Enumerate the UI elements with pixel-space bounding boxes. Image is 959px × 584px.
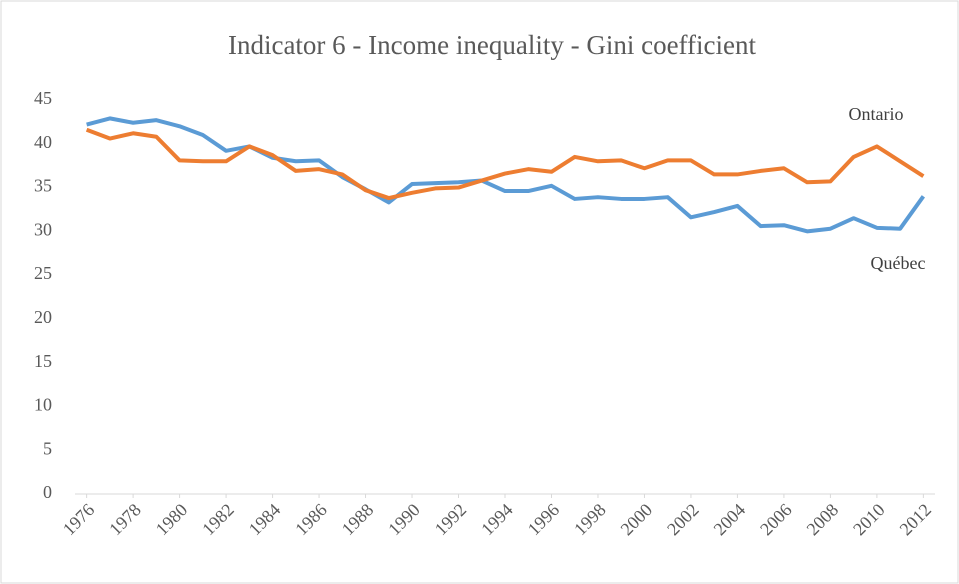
- y-tick-label: 5: [43, 438, 52, 458]
- y-tick-label: 15: [34, 351, 52, 371]
- y-tick-label: 40: [34, 132, 52, 152]
- y-tick-label: 0: [43, 482, 52, 502]
- y-tick-label: 30: [34, 219, 52, 239]
- y-tick-label: 25: [34, 263, 52, 283]
- y-tick-label: 10: [34, 395, 52, 415]
- series-line: [85, 127, 925, 201]
- chart-title: Indicator 6 - Income inequality - Gini c…: [228, 30, 757, 60]
- series-line: [86, 116, 926, 234]
- series-label: Québec: [871, 253, 926, 273]
- series-label: Ontario: [849, 104, 904, 124]
- y-tick-label: 45: [34, 88, 52, 108]
- y-tick-label: 20: [34, 307, 52, 327]
- y-tick-label: 35: [34, 176, 52, 196]
